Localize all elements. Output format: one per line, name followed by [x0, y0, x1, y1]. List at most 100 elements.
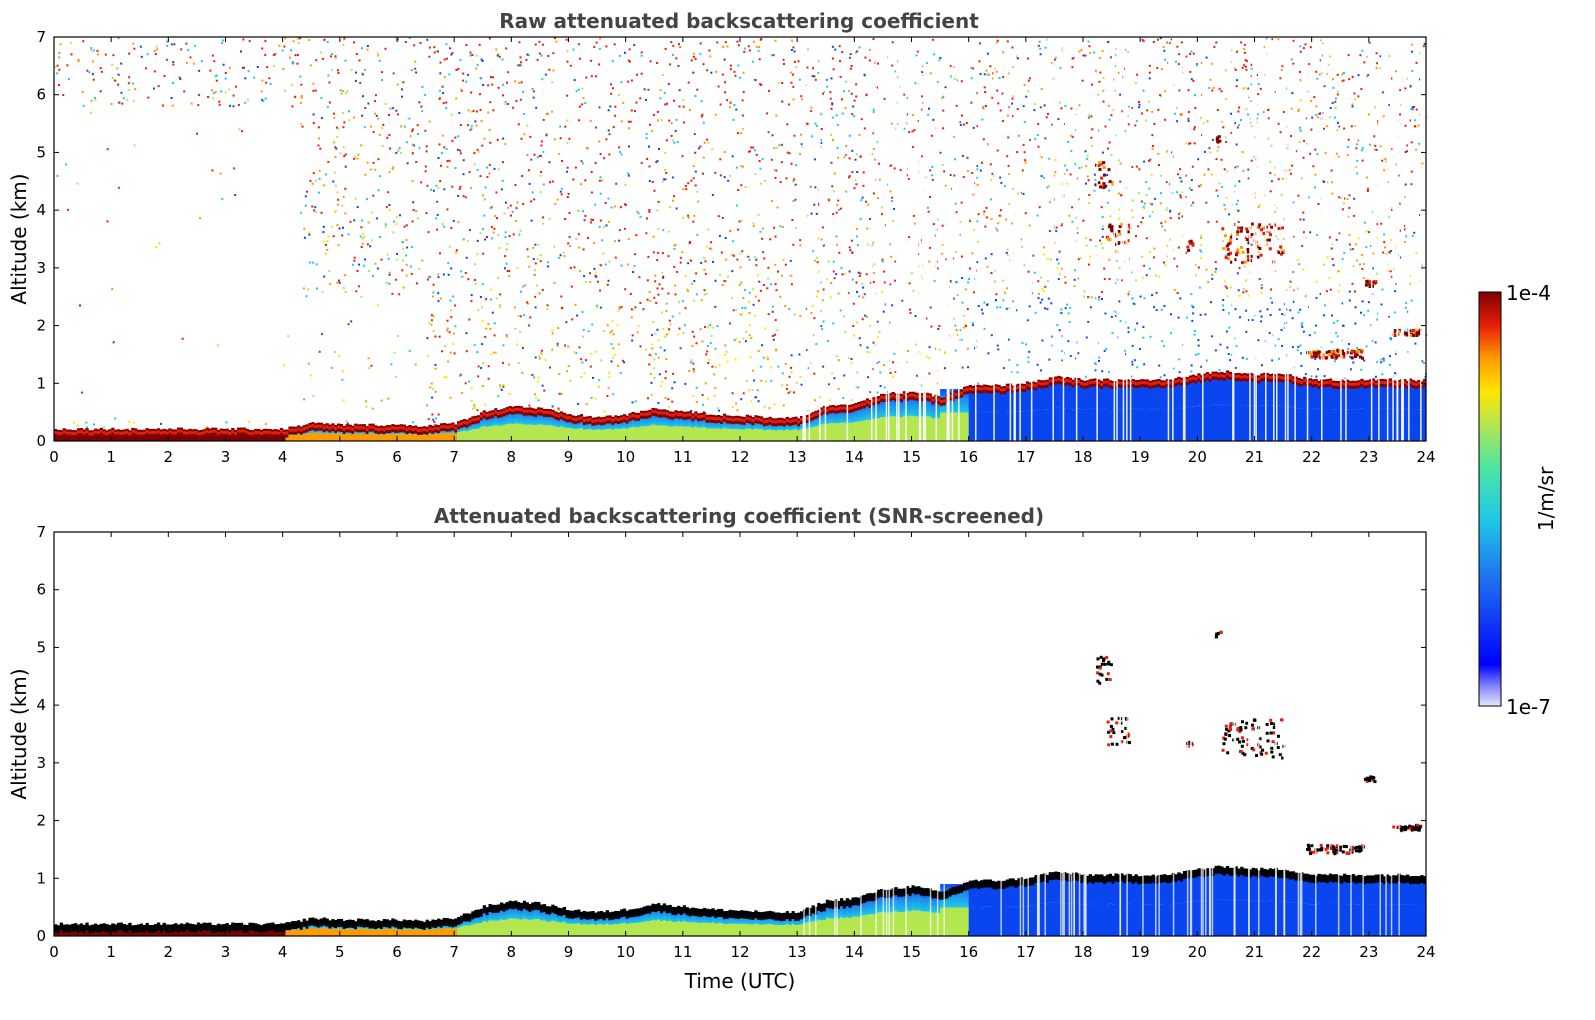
noise-speckle	[741, 114, 744, 117]
noise-speckle	[1351, 248, 1354, 251]
bl-body	[351, 434, 355, 441]
bl-top-layer-core	[305, 426, 309, 430]
noise-speckle	[925, 62, 928, 64]
noise-speckle	[1299, 218, 1302, 221]
bl-top-layer-core	[517, 407, 521, 411]
noise-speckle	[492, 76, 495, 79]
noise-speckle	[786, 383, 789, 386]
noise-speckle	[1131, 297, 1134, 300]
noise-speckle	[481, 385, 484, 388]
noise-speckle	[883, 281, 886, 284]
noise-speckle	[742, 71, 745, 74]
noise-speckle	[207, 96, 210, 98]
noise-speckle	[314, 179, 317, 182]
noise-speckle	[1337, 270, 1340, 272]
bl-top-layer-core	[848, 406, 852, 410]
bl-body	[294, 435, 298, 441]
bl-body	[828, 423, 832, 441]
noise-speckle	[659, 385, 662, 388]
bl-upper	[531, 411, 535, 425]
noise-speckle	[486, 175, 489, 178]
noise-speckle	[333, 141, 336, 144]
noise-speckle	[771, 134, 774, 137]
noise-speckle	[527, 302, 530, 305]
noise-speckle	[1101, 370, 1104, 373]
noise-speckle	[507, 71, 510, 74]
noise-speckle	[312, 395, 315, 398]
bl-body	[768, 429, 772, 441]
noise-speckle	[1101, 228, 1104, 231]
noise-speckle	[344, 212, 347, 215]
noise-speckle	[630, 316, 633, 319]
noise-speckle	[952, 317, 955, 320]
noise-speckle	[878, 178, 881, 181]
noise-speckle	[1166, 41, 1169, 44]
noise-speckle	[927, 113, 930, 116]
noise-speckle	[477, 309, 480, 312]
noise-speckle	[1188, 187, 1191, 190]
noise-speckle	[761, 227, 764, 230]
bl-body	[622, 428, 627, 441]
noise-speckle	[868, 325, 871, 328]
noise-speckle	[361, 72, 364, 75]
noise-speckle	[1170, 313, 1172, 316]
bl-upper	[822, 409, 827, 424]
noise-speckle	[1127, 326, 1130, 329]
noise-speckle	[1343, 324, 1346, 327]
bl-top-layer-core	[271, 431, 275, 435]
noise-speckle	[1245, 357, 1248, 360]
noise-speckle	[1023, 84, 1026, 87]
bl-top-layer-core	[582, 418, 587, 422]
bl-top-layer-core	[422, 428, 426, 432]
noise-speckle	[1078, 167, 1081, 169]
noise-speckle	[1330, 341, 1333, 344]
noise-speckle	[538, 357, 541, 360]
bl-body	[151, 436, 155, 441]
noise-speckle	[1047, 297, 1050, 300]
noise-speckle	[950, 75, 952, 78]
noise-speckle	[986, 52, 989, 55]
noise-speckle	[1327, 63, 1330, 66]
noise-speckle	[248, 40, 251, 43]
noise-speckle	[604, 263, 607, 266]
noise-speckle	[830, 161, 833, 164]
noise-speckle	[1033, 103, 1036, 105]
noise-speckle	[1044, 137, 1047, 140]
bl-body	[65, 436, 69, 441]
noise-speckle	[1344, 197, 1346, 200]
noise-speckle	[792, 73, 794, 76]
bl-body	[297, 434, 301, 441]
noise-speckle	[572, 178, 575, 181]
noise-speckle	[1351, 75, 1354, 78]
bl-upper	[508, 409, 512, 424]
noise-speckle	[181, 337, 184, 340]
noise-speckle	[608, 371, 611, 374]
noise-speckle	[1181, 113, 1184, 116]
noise-speckle	[1301, 322, 1304, 325]
noise-speckle	[735, 309, 738, 312]
noise-speckle	[430, 323, 433, 326]
noise-speckle	[1200, 236, 1203, 239]
noise-speckle	[299, 37, 302, 40]
noise-speckle	[363, 264, 366, 267]
noise-speckle	[723, 151, 726, 153]
noise-speckle	[517, 314, 520, 317]
noise-speckle	[782, 404, 785, 407]
noise-speckle	[711, 148, 714, 151]
bl-body	[134, 436, 138, 441]
bl-top-layer-core	[297, 427, 301, 431]
noise-speckle	[314, 89, 317, 92]
noise-speckle	[412, 421, 415, 424]
bl-top-layer-core	[760, 418, 764, 422]
noise-speckle	[800, 95, 803, 98]
noise-speckle	[545, 134, 548, 137]
noise-speckle	[813, 317, 816, 320]
noise-speckle	[851, 278, 854, 281]
noise-speckle	[532, 246, 535, 249]
noise-speckle	[814, 78, 817, 81]
noise-speckle	[225, 421, 228, 424]
noise-speckle	[1090, 296, 1093, 299]
bl-body	[379, 434, 384, 441]
noise-speckle	[1236, 272, 1239, 275]
noise-speckle	[517, 123, 520, 126]
